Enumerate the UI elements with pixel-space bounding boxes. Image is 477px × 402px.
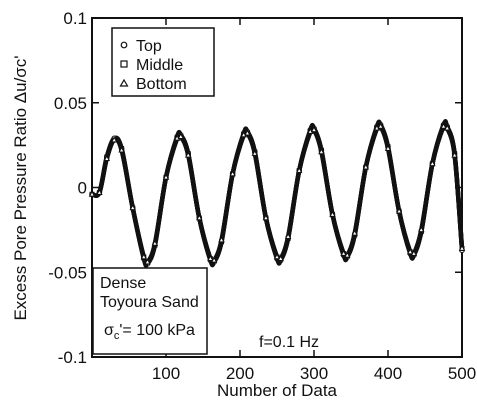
- data-point: [429, 160, 436, 167]
- data-point: [273, 253, 281, 260]
- legend-marker-top: [120, 41, 128, 49]
- data-point: [418, 226, 425, 233]
- data-point: [207, 255, 214, 261]
- data-point: [103, 155, 111, 161]
- x-tick-label: 100: [152, 364, 180, 383]
- data-point: [196, 214, 203, 221]
- data-point: [344, 251, 351, 258]
- y-tick-label: 0: [78, 179, 87, 198]
- data-point: [251, 149, 259, 156]
- x-tick-label: 500: [448, 364, 476, 383]
- x-axis-title: Number of Data: [217, 381, 338, 400]
- frequency-label: f=0.1 Hz: [259, 334, 319, 351]
- data-point: [229, 170, 236, 177]
- legend-label-bottom: Bottom: [136, 76, 187, 93]
- data-point: [88, 190, 96, 197]
- legend-box: [111, 27, 215, 97]
- data-point: [351, 229, 358, 236]
- y-tick-label: 0.05: [54, 94, 87, 113]
- axis-ticks: 100 200 300 400 500 -0.1 -0.05 0 0.05 0.1: [48, 9, 476, 383]
- stress-symbol: σ: [104, 322, 114, 339]
- material-box: [92, 267, 208, 355]
- data-point: [262, 214, 270, 221]
- data-point: [362, 163, 370, 170]
- material-line-2: Toyoura Sand: [100, 294, 199, 311]
- y-tick-label: -0.1: [58, 348, 87, 367]
- legend-label-middle: Middle: [136, 57, 183, 74]
- legend: Top Middle Bottom: [111, 27, 215, 97]
- data-point: [118, 146, 125, 153]
- data-point: [284, 233, 292, 239]
- data-point: [377, 122, 384, 129]
- material-line-1: Dense: [100, 275, 146, 292]
- data-point: [218, 236, 225, 243]
- data-point: [310, 126, 318, 133]
- data-point: [440, 122, 447, 129]
- series-layer: [88, 119, 466, 268]
- legend-marker-bottom: [119, 78, 129, 87]
- data-point: [96, 188, 103, 195]
- data-point: [443, 124, 451, 131]
- data-point: [384, 144, 392, 151]
- data-point: [110, 136, 118, 143]
- y-axis-title: Excess Pore Pressure Ratio Δu/σc': [11, 55, 30, 320]
- series-line: [91, 120, 465, 267]
- stress-value: '= 100 kPa: [119, 322, 195, 339]
- stress-subscript: c: [114, 330, 120, 342]
- data-point: [406, 248, 414, 255]
- x-tick-label: 200: [226, 364, 254, 383]
- y-tick-label: 0.1: [63, 9, 87, 28]
- material-annotation: Dense Toyoura Sand σc'= 100 kPa: [92, 267, 208, 355]
- data-point: [210, 256, 218, 263]
- data-point: [458, 244, 466, 251]
- data-point: [451, 151, 458, 158]
- data-point: [340, 249, 347, 256]
- data-point: [151, 239, 159, 246]
- data-point: [395, 207, 403, 214]
- data-point: [144, 258, 151, 265]
- data-point: [184, 151, 192, 158]
- legend-marker-middle: [120, 60, 128, 68]
- data-point: [277, 255, 284, 261]
- y-tick-label: -0.05: [48, 263, 87, 282]
- data-point: [295, 166, 303, 173]
- data-point: [129, 204, 136, 211]
- x-tick-label: 400: [374, 364, 402, 383]
- legend-label-top: Top: [136, 38, 162, 55]
- stress-label: σc'= 100 kPa: [104, 322, 195, 342]
- data-point: [329, 210, 336, 217]
- data-point: [177, 133, 185, 139]
- data-point: [244, 129, 251, 136]
- data-point: [410, 249, 418, 256]
- data-point: [162, 173, 170, 180]
- data-point: [140, 253, 148, 260]
- x-tick-label: 300: [300, 364, 328, 383]
- data-point: [318, 148, 325, 155]
- series-bottom: [88, 120, 466, 267]
